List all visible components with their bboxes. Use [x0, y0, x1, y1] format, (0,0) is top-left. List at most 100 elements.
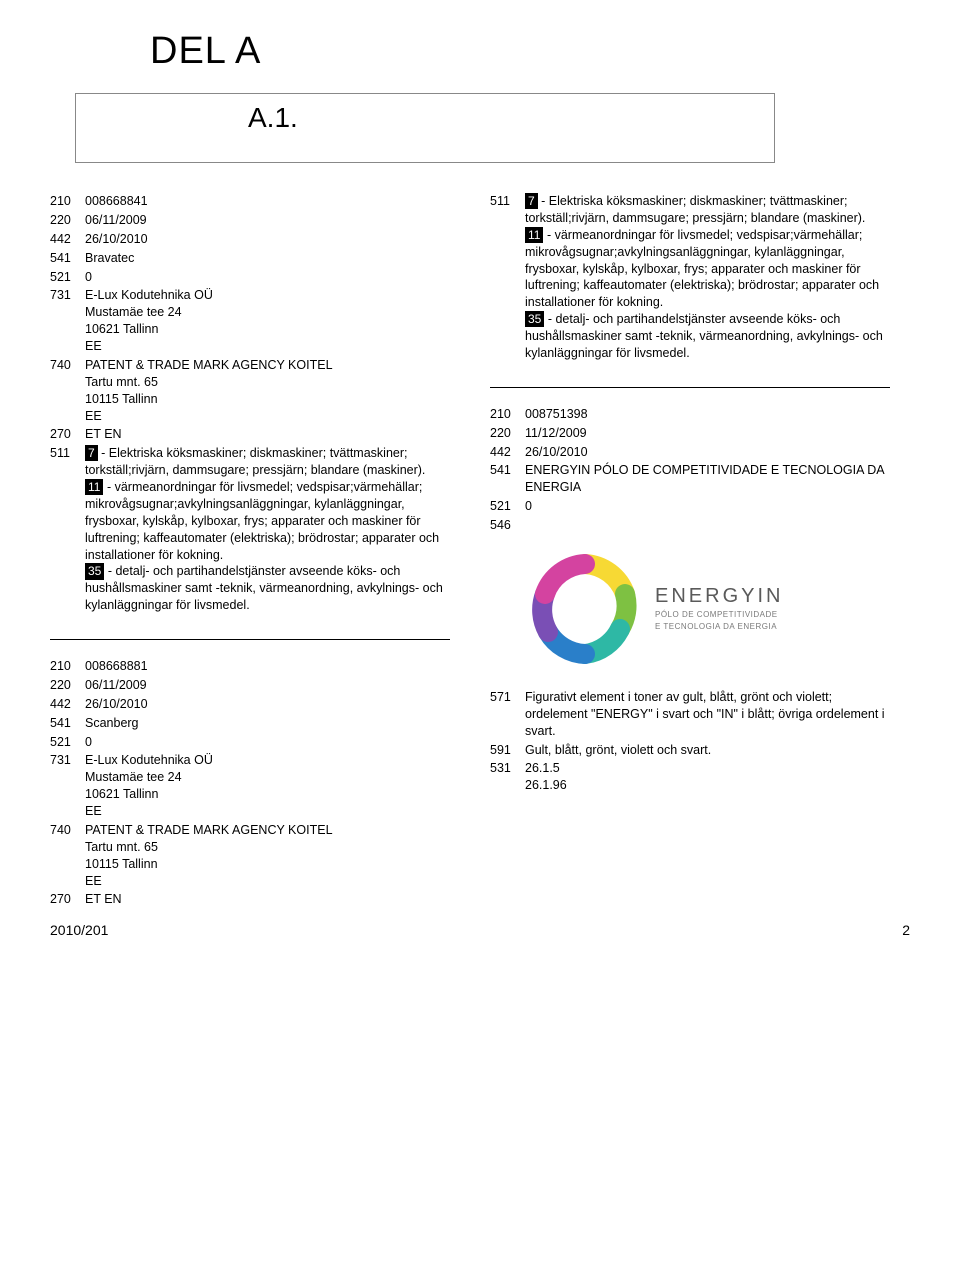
mark-name: Scanberg — [85, 715, 450, 732]
entry-separator — [490, 387, 890, 388]
field-value: 0 — [85, 734, 450, 751]
logo-subtitle: PÓLO DE COMPETITIVIDADE — [655, 610, 783, 620]
applicant-address: Mustamäe tee 24 — [85, 304, 450, 321]
color-claim: Gult, blått, grönt, violett och svart. — [525, 742, 890, 759]
field-code: 270 — [50, 426, 85, 443]
footer-page-number: 2 — [902, 922, 910, 938]
field-code: 531 — [490, 760, 525, 794]
class-text: - Elektriska köksmaskiner; diskmaskiner;… — [85, 446, 425, 477]
representative-address: 10115 Tallinn — [85, 391, 450, 408]
trademark-continuation: 511 7 - Elektriska köksmaskiner; diskmas… — [490, 193, 890, 362]
vienna-code: 26.1.5 — [525, 760, 890, 777]
subheading: A.1. — [248, 102, 762, 134]
nice-class: 7 — [85, 445, 98, 461]
field-code: 740 — [50, 822, 85, 890]
field-code: 731 — [50, 287, 85, 355]
field-code: 541 — [50, 715, 85, 732]
field-code: 442 — [490, 444, 525, 461]
nice-class: 35 — [525, 311, 544, 327]
heading-del: DEL A — [150, 30, 910, 73]
field-code: 731 — [50, 752, 85, 820]
field-value: 0 — [525, 498, 890, 515]
representative-block: PATENT & TRADE MARK AGENCY KOITEL Tartu … — [85, 822, 450, 890]
field-code: 220 — [50, 212, 85, 229]
applicant-country: EE — [85, 803, 450, 820]
application-number: 008751398 — [525, 406, 890, 423]
left-column: 210008668841 22006/11/2009 44226/10/2010… — [50, 193, 450, 933]
class-text: - värmeanordningar för livsmedel; vedspi… — [525, 228, 879, 310]
field-code: 442 — [50, 696, 85, 713]
languages: ET EN — [85, 426, 450, 443]
application-number: 008668881 — [85, 658, 450, 675]
applicant-address: 10621 Tallinn — [85, 786, 450, 803]
field-value: 0 — [85, 269, 450, 286]
representative-address: Tartu mnt. 65 — [85, 839, 450, 856]
nice-class: 35 — [85, 563, 104, 579]
field-code: 521 — [50, 734, 85, 751]
two-column-layout: 210008668841 22006/11/2009 44226/10/2010… — [50, 193, 910, 933]
field-code: 442 — [50, 231, 85, 248]
field-code: 220 — [490, 425, 525, 442]
field-code: 210 — [50, 658, 85, 675]
goods-services: 7 - Elektriska köksmaskiner; diskmaskine… — [525, 193, 890, 362]
filing-date: 06/11/2009 — [85, 212, 450, 229]
vienna-codes: 26.1.5 26.1.96 — [525, 760, 890, 794]
mark-name: Bravatec — [85, 250, 450, 267]
representative-country: EE — [85, 873, 450, 890]
representative-name: PATENT & TRADE MARK AGENCY KOITEL — [85, 357, 450, 374]
field-code: 521 — [50, 269, 85, 286]
field-code: 270 — [50, 891, 85, 908]
filing-date: 11/12/2009 — [525, 425, 890, 442]
field-code: 220 — [50, 677, 85, 694]
field-code: 591 — [490, 742, 525, 759]
trademark-entry: 210008668841 22006/11/2009 44226/10/2010… — [50, 193, 450, 614]
entry-separator — [50, 639, 450, 640]
field-code: 541 — [50, 250, 85, 267]
field-code: 541 — [490, 462, 525, 496]
field-code: 521 — [490, 498, 525, 515]
trademark-logo: ENERGYIN PÓLO DE COMPETITIVIDADE E TECNO… — [530, 554, 890, 664]
applicant-address: 10621 Tallinn — [85, 321, 450, 338]
nice-class: 11 — [85, 479, 103, 495]
nice-class: 7 — [525, 193, 538, 209]
page-footer: 2010/201 2 — [50, 922, 910, 938]
applicant-name: E-Lux Kodutehnika OÜ — [85, 287, 450, 304]
mark-name: ENERGYIN PÓLO DE COMPETITIVIDADE E TECNO… — [525, 462, 890, 496]
field-code: 571 — [490, 689, 525, 740]
logo-text: ENERGYIN PÓLO DE COMPETITIVIDADE E TECNO… — [655, 585, 783, 633]
logo-subtitle: E TECNOLOGIA DA ENERGIA — [655, 622, 783, 632]
representative-country: EE — [85, 408, 450, 425]
trademark-entry: 210008668881 22006/11/2009 44226/10/2010… — [50, 658, 450, 908]
section-box: A.1. — [75, 93, 775, 163]
applicant-name: E-Lux Kodutehnika OÜ — [85, 752, 450, 769]
field-code: 740 — [50, 357, 85, 425]
publication-date: 26/10/2010 — [525, 444, 890, 461]
representative-address: 10115 Tallinn — [85, 856, 450, 873]
nice-class: 11 — [525, 227, 543, 243]
footer-left: 2010/201 — [50, 922, 108, 938]
applicant-address: Mustamäe tee 24 — [85, 769, 450, 786]
application-number: 008668841 — [85, 193, 450, 210]
mark-description: Figurativt element i toner av gult, blåt… — [525, 689, 890, 740]
representative-address: Tartu mnt. 65 — [85, 374, 450, 391]
applicant-block: E-Lux Kodutehnika OÜ Mustamäe tee 24 106… — [85, 752, 450, 820]
field-code: 546 — [490, 517, 525, 534]
goods-services: 7 - Elektriska köksmaskiner; diskmaskine… — [85, 445, 450, 614]
field-code: 210 — [490, 406, 525, 423]
right-column: 511 7 - Elektriska köksmaskiner; diskmas… — [490, 193, 890, 933]
representative-block: PATENT & TRADE MARK AGENCY KOITEL Tartu … — [85, 357, 450, 425]
field-code: 511 — [490, 193, 525, 362]
filing-date: 06/11/2009 — [85, 677, 450, 694]
representative-name: PATENT & TRADE MARK AGENCY KOITEL — [85, 822, 450, 839]
energyin-swirl-icon — [530, 554, 640, 664]
logo-title: ENERGYIN — [655, 585, 783, 608]
class-text: - Elektriska köksmaskiner; diskmaskiner;… — [525, 194, 865, 225]
applicant-country: EE — [85, 338, 450, 355]
field-value — [525, 517, 890, 534]
vienna-code: 26.1.96 — [525, 777, 890, 794]
publication-date: 26/10/2010 — [85, 696, 450, 713]
trademark-entry: 210008751398 22011/12/2009 44226/10/2010… — [490, 406, 890, 794]
applicant-block: E-Lux Kodutehnika OÜ Mustamäe tee 24 106… — [85, 287, 450, 355]
field-code: 511 — [50, 445, 85, 614]
class-text: - detalj- och partihandelstjänster avsee… — [85, 564, 443, 612]
